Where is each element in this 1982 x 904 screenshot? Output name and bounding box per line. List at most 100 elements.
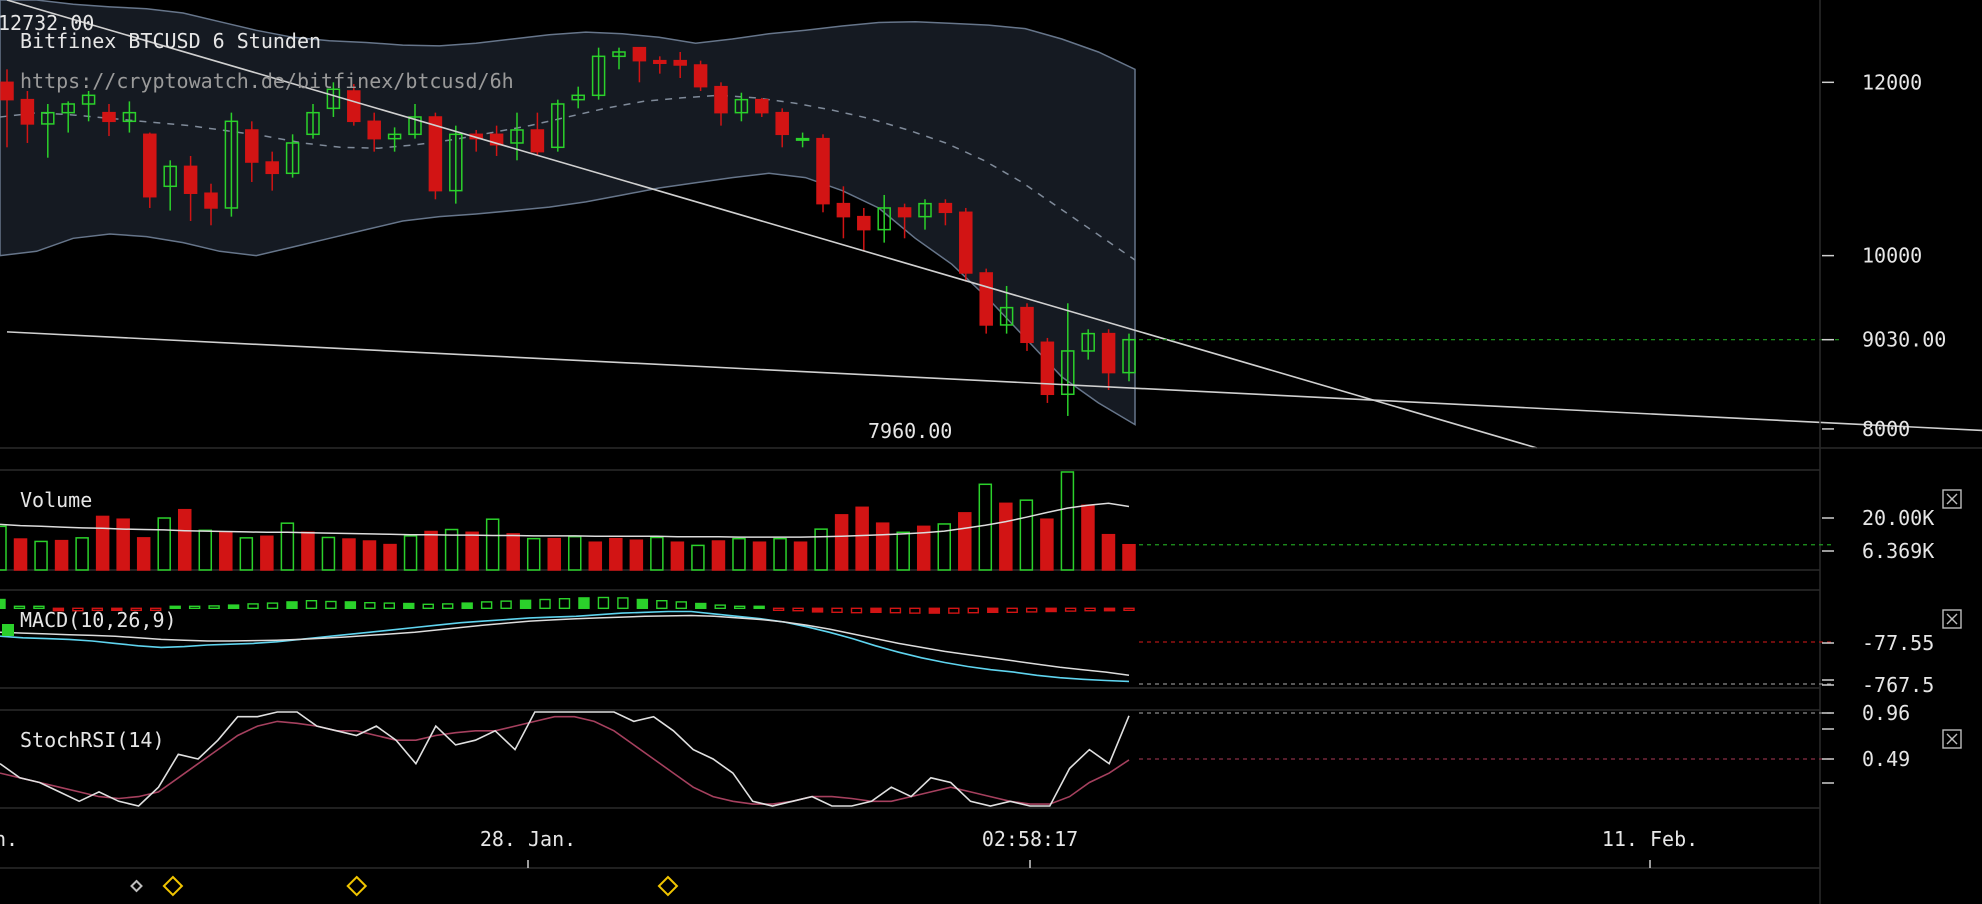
volume-close-button[interactable] [1942,489,1962,509]
candle-body [938,202,953,214]
macd-histogram-bar [831,607,843,614]
volume-bar [444,528,459,571]
candle-body [877,207,891,231]
candle-body [755,98,769,114]
candle-body [306,111,320,136]
top-clipped-price-label: 12732.00 [0,11,94,35]
volume-bar [280,522,295,571]
time-axis[interactable]: n. 28. Jan. 02:58:17 11. Feb. [0,827,1698,868]
macd-close-button[interactable] [1942,609,1962,629]
candle [795,132,810,148]
candle [122,101,137,133]
candle-body [469,133,483,140]
candle-body [163,165,177,188]
macd-axis-label: -767.5 [1862,673,1934,697]
indicator-axis: 20.00K 6.369K -77.55 -767.5 0.96 0.49 [1822,506,1934,784]
candle-body [428,116,443,192]
time-axis-label: 28. Jan. [480,827,576,851]
volume-bar [424,530,438,571]
chart-url[interactable]: https://cryptowatch.de/bitfinex/btcusd/6… [20,69,514,93]
candle [897,203,912,239]
macd-histogram-bar [1103,607,1116,612]
macd-axis-label: -77.55 [1862,631,1934,655]
macd-histogram-bar [850,607,863,614]
macd-histogram-bar [150,607,162,612]
volume-bar [650,536,664,571]
candle-body [347,90,361,123]
candle [1040,337,1055,403]
volume-pane[interactable]: Volume [0,471,1962,571]
macd-histogram-bar [0,598,6,610]
candle [61,101,75,133]
candle [591,47,606,100]
candle-body [489,133,504,146]
macd-histogram-bar [519,599,532,610]
macd-histogram-bar [656,600,668,610]
volume-bar [855,506,869,571]
event-marker-icon [346,875,368,897]
candle-body [1020,306,1034,344]
volume-bar [1060,471,1075,571]
macd-histogram-bar [364,602,376,610]
event-marker-icon [657,875,679,897]
candle [673,51,687,78]
volume-bar [547,537,561,571]
volume-bar [691,544,705,571]
candle-body [224,120,239,209]
stochrsi-axis-label: 0.96 [1862,701,1910,725]
candle-body [897,207,912,218]
candle-body [510,129,524,144]
price-axis-label: 8000 [1862,417,1910,441]
macd-histogram-bar [889,607,902,614]
volume-bar [1019,499,1034,571]
volume-bar [526,537,541,571]
candle [938,199,953,226]
stochrsi-axis-label: 0.49 [1862,747,1910,771]
event-markers[interactable] [130,875,679,897]
macd-histogram-bar [52,607,65,612]
macd-histogram-bar [383,602,396,610]
candle [20,90,35,143]
candle-body [734,98,749,114]
macd-histogram-bar [1064,607,1077,612]
volume-bar [75,537,89,571]
stochrsi-label: StochRSI(14) [20,728,165,752]
candle [245,121,259,182]
volume-bar [814,528,828,571]
candle [265,151,279,191]
candle [1122,333,1136,382]
macd-histogram-bar [753,605,765,610]
volume-bars [0,471,1136,571]
macd-histogram-bar [461,602,473,610]
bollinger-mid-line [0,94,1136,261]
macd-histogram-bar [1045,607,1057,613]
price-axis-label: 10000 [1862,244,1922,268]
candle [469,129,483,152]
trendlines [6,0,1982,449]
macd-pane[interactable]: MACD(10,26,9) [0,596,1962,685]
candle [449,125,463,204]
candle [306,103,320,139]
price-pane[interactable]: 12732.00 Bitfinex BTCUSD 6 Stunden https… [0,0,1982,449]
candle-body [571,94,585,101]
candle-body [285,142,300,175]
stochrsi-d-line [0,715,1130,805]
candle [755,97,769,117]
volume-bar [1101,533,1116,571]
candle [41,103,55,158]
candle-body [183,165,198,194]
volume-bar [588,541,603,571]
candle-body [41,111,55,125]
candle [1081,329,1095,360]
candle-body [653,59,667,65]
volume-bar [54,539,69,571]
candle [183,155,198,221]
stochrsi-close-button[interactable] [1942,729,1962,749]
volume-bar [485,518,500,571]
stochrsi-pane[interactable]: StochRSI(14) [0,711,1962,807]
volume-bar [95,515,110,571]
candle [326,82,341,117]
macd-histogram-bar [1025,607,1038,613]
macd-histogram-bar [617,597,629,610]
